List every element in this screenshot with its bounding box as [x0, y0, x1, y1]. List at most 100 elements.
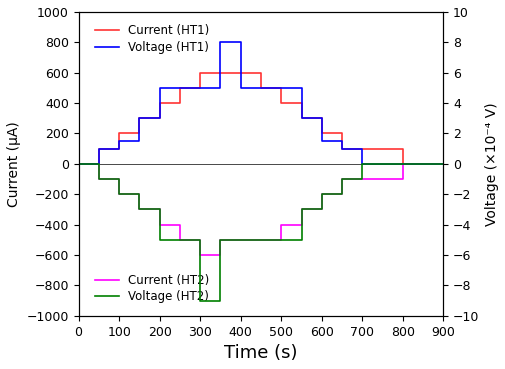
Voltage (HT2) [217, 299, 223, 303]
Voltage (HT2) [177, 238, 183, 242]
Voltage (HT1) [359, 162, 365, 166]
Current (HT1) [136, 116, 142, 121]
Voltage (HT2) [359, 177, 365, 181]
Current (HT2) [95, 162, 102, 166]
Voltage (HT2) [237, 238, 243, 242]
Current (HT1) [237, 70, 243, 75]
Current (HT1) [439, 162, 445, 166]
Voltage (HT1) [399, 162, 405, 166]
Legend: Current (HT2), Voltage (HT2): Current (HT2), Voltage (HT2) [91, 270, 213, 307]
Current (HT2) [116, 177, 122, 181]
Current (HT2) [278, 223, 284, 227]
Voltage (HT1) [217, 40, 223, 45]
Voltage (HT1) [237, 86, 243, 90]
Current (HT1) [197, 70, 203, 75]
Voltage (HT1) [359, 146, 365, 151]
Current (HT2) [298, 223, 304, 227]
Line: Voltage (HT1): Voltage (HT1) [78, 42, 442, 164]
Current (HT1) [318, 131, 324, 136]
Current (HT1) [95, 146, 102, 151]
Current (HT1) [399, 146, 405, 151]
Voltage (HT1) [95, 162, 102, 166]
Current (HT1) [318, 116, 324, 121]
Current (HT2) [136, 192, 142, 196]
Current (HT2) [177, 238, 183, 242]
Voltage (HT2) [157, 238, 163, 242]
Voltage (HT1) [419, 162, 425, 166]
Current (HT1) [298, 116, 304, 121]
Voltage (HT1) [217, 86, 223, 90]
Current (HT1) [359, 146, 365, 151]
Current (HT1) [419, 162, 425, 166]
Voltage (HT2) [237, 238, 243, 242]
Voltage (HT1) [237, 40, 243, 45]
Current (HT1) [116, 131, 122, 136]
Current (HT1) [157, 116, 163, 121]
Current (HT1) [95, 162, 102, 166]
Current (HT1) [177, 101, 183, 105]
Y-axis label: Voltage (×10⁻⁴ V): Voltage (×10⁻⁴ V) [484, 102, 498, 226]
X-axis label: Time (s): Time (s) [224, 344, 297, 362]
Voltage (HT2) [338, 192, 344, 196]
Current (HT1) [116, 146, 122, 151]
Voltage (HT2) [177, 238, 183, 242]
Voltage (HT1) [278, 86, 284, 90]
Current (HT1) [217, 70, 223, 75]
Voltage (HT2) [197, 299, 203, 303]
Current (HT2) [338, 177, 344, 181]
Current (HT2) [298, 207, 304, 212]
Voltage (HT1) [177, 86, 183, 90]
Voltage (HT1) [116, 146, 122, 151]
Current (HT2) [399, 162, 405, 166]
Current (HT2) [318, 207, 324, 212]
Voltage (HT1) [136, 116, 142, 121]
Current (HT2) [177, 223, 183, 227]
Voltage (HT2) [197, 238, 203, 242]
Current (HT1) [258, 70, 264, 75]
Voltage (HT2) [278, 238, 284, 242]
Voltage (HT2) [318, 192, 324, 196]
Current (HT2) [278, 238, 284, 242]
Current (HT1) [278, 86, 284, 90]
Current (HT2) [439, 162, 445, 166]
Voltage (HT1) [318, 139, 324, 143]
Y-axis label: Current (μA): Current (μA) [7, 121, 21, 207]
Current (HT2) [116, 192, 122, 196]
Voltage (HT1) [116, 139, 122, 143]
Current (HT2) [136, 207, 142, 212]
Current (HT2) [217, 238, 223, 242]
Current (HT2) [237, 238, 243, 242]
Voltage (HT1) [197, 86, 203, 90]
Voltage (HT1) [399, 162, 405, 166]
Voltage (HT1) [258, 86, 264, 90]
Current (HT1) [379, 146, 385, 151]
Current (HT2) [197, 253, 203, 257]
Current (HT1) [359, 146, 365, 151]
Current (HT2) [258, 238, 264, 242]
Voltage (HT1) [318, 116, 324, 121]
Voltage (HT2) [359, 162, 365, 166]
Voltage (HT1) [278, 86, 284, 90]
Current (HT1) [136, 131, 142, 136]
Current (HT2) [217, 253, 223, 257]
Current (HT2) [419, 162, 425, 166]
Current (HT1) [258, 86, 264, 90]
Voltage (HT2) [399, 162, 405, 166]
Voltage (HT1) [338, 146, 344, 151]
Voltage (HT2) [439, 162, 445, 166]
Current (HT1) [379, 146, 385, 151]
Voltage (HT1) [379, 162, 385, 166]
Current (HT1) [419, 162, 425, 166]
Current (HT2) [399, 177, 405, 181]
Voltage (HT1) [75, 162, 81, 166]
Voltage (HT2) [95, 162, 102, 166]
Voltage (HT2) [399, 162, 405, 166]
Line: Current (HT2): Current (HT2) [78, 164, 442, 255]
Current (HT1) [217, 70, 223, 75]
Voltage (HT2) [419, 162, 425, 166]
Voltage (HT2) [419, 162, 425, 166]
Current (HT1) [338, 131, 344, 136]
Voltage (HT2) [116, 177, 122, 181]
Voltage (HT1) [298, 86, 304, 90]
Line: Current (HT1): Current (HT1) [78, 73, 442, 164]
